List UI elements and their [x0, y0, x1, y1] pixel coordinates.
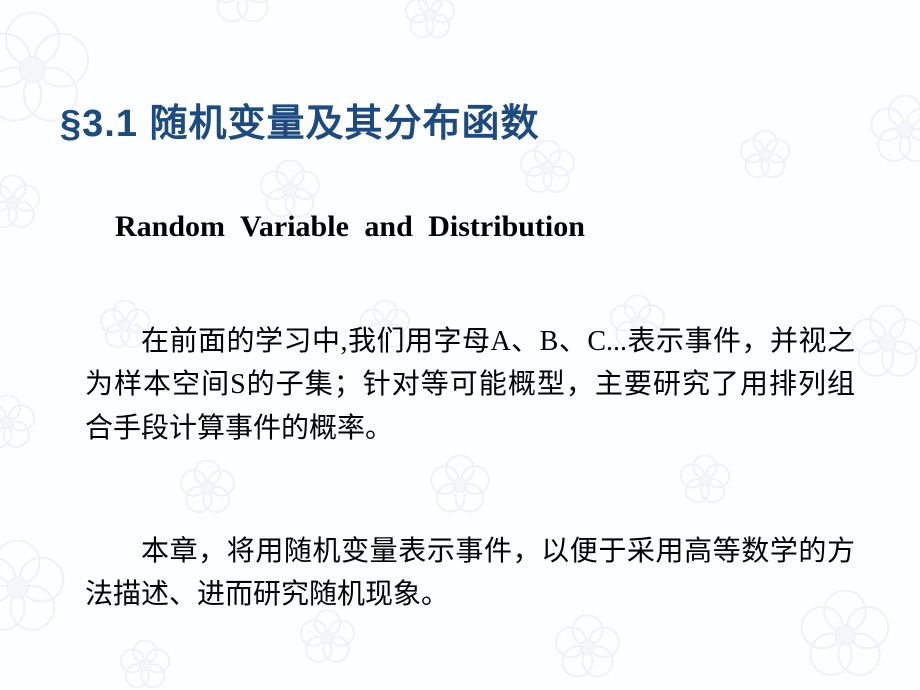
slide-content: §3.1 随机变量及其分布函数 Random Variable and Dist… [0, 0, 920, 690]
section-title: §3.1 随机变量及其分布函数 [60, 92, 540, 147]
section-subtitle-english: Random Variable and Distribution [115, 210, 585, 244]
intro-paragraph-2: 本章，将用随机变量表示事件，以便于采用高等数学的方法描述、进而研究随机现象。 [85, 530, 855, 617]
intro-paragraph-1: 在前面的学习中,我们用字母A、B、C...表示事件，并视之为样本空间S的子集；针… [85, 320, 855, 450]
